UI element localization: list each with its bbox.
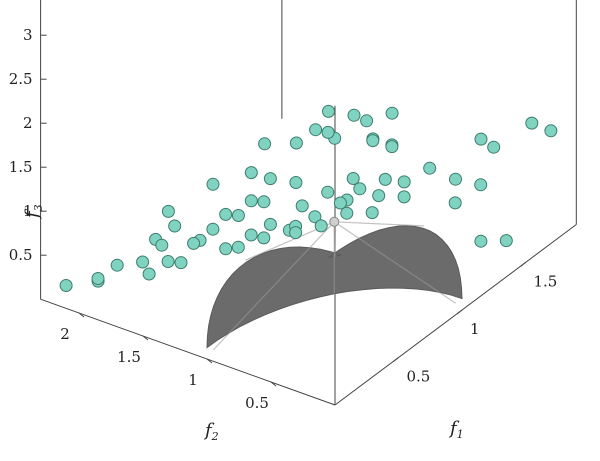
data-point [257,231,271,245]
data-point [385,106,399,120]
data-point [142,267,156,281]
data-point [295,199,309,213]
f3-tick-label: 0.5 [9,246,33,264]
data-point [314,219,328,233]
data-point [322,104,335,118]
f2-tick [142,335,149,341]
f1-tick [393,357,399,362]
f1-axis-label: f1 [448,418,464,441]
data-point [231,240,245,254]
f1-tick-label: 1.5 [534,273,558,291]
box-edge [334,224,577,406]
f1-tick-label: 1 [470,320,480,338]
f2-tick [270,381,277,387]
f3-tick-label: 1 [23,202,33,220]
surface-seam [333,221,456,304]
data-point [308,210,322,224]
data-point [397,190,411,204]
f2-tick [78,312,85,318]
data-point [219,242,233,256]
f3-tick-label: 1.5 [9,158,33,176]
f1-tick-label: 0.5 [407,368,431,386]
data-point [321,125,335,139]
data-point [136,255,150,269]
data-point [309,123,323,137]
data-point [423,161,437,175]
data-point [474,234,488,248]
f3-tick-label: 2.5 [9,70,33,88]
data-point [449,172,462,186]
f2-tick-label: 2 [60,325,70,343]
surface-seam [334,221,424,227]
data-point [155,238,169,252]
f3-tick-label: 2 [23,114,33,132]
data-point [231,209,245,222]
data-point [91,272,105,285]
data-point [333,196,347,210]
data-point [161,204,175,218]
data-point [346,172,360,185]
data-point [385,140,399,154]
axis-box [40,0,577,406]
data-point [110,258,124,272]
highlight-point [329,216,340,227]
data-point [289,176,303,189]
data-point [219,207,233,221]
data-point [258,137,272,151]
data-point [365,206,379,220]
data-point [244,166,258,180]
axis-ticks: 0.5 1 1.5 2 2.5 3 0.5 1 1.5 2 0.5 1 1.5 [9,26,558,412]
data-point [244,194,258,208]
data-point [487,140,501,154]
f2-axis-label: f2 [203,420,219,443]
data-point [321,185,335,199]
data-point [544,124,558,138]
data-point [244,228,258,242]
f3-tick-label: 3 [23,26,33,44]
data-point [263,217,277,231]
data-point [168,219,182,233]
f2-tick [206,358,213,364]
data-points [59,104,558,292]
surface-seam [212,221,335,351]
data-point [525,116,539,130]
data-point [499,234,513,248]
data-point [174,256,188,270]
f1-tick [456,309,463,315]
data-point [353,182,367,196]
box-edge [40,298,336,406]
data-point [59,279,73,292]
data-point [289,136,303,150]
f2-tick-label: 1 [188,371,198,389]
data-point [347,108,361,122]
data-point [206,177,220,191]
data-point [360,114,374,128]
data-point [257,195,271,209]
f2-tick-label: 0.5 [245,394,269,412]
data-point [263,172,277,186]
data-point [474,178,488,192]
data-point [206,222,220,236]
f2-tick-label: 1.5 [117,348,141,366]
data-point [448,196,462,210]
data-point [187,236,201,250]
data-point [474,132,488,146]
data-point [161,255,175,268]
data-point [372,189,386,203]
data-point [340,206,354,220]
data-point [289,226,303,240]
data-point [397,175,411,189]
data-point [366,134,380,148]
data-point [378,172,392,186]
f1-tick [520,262,526,267]
